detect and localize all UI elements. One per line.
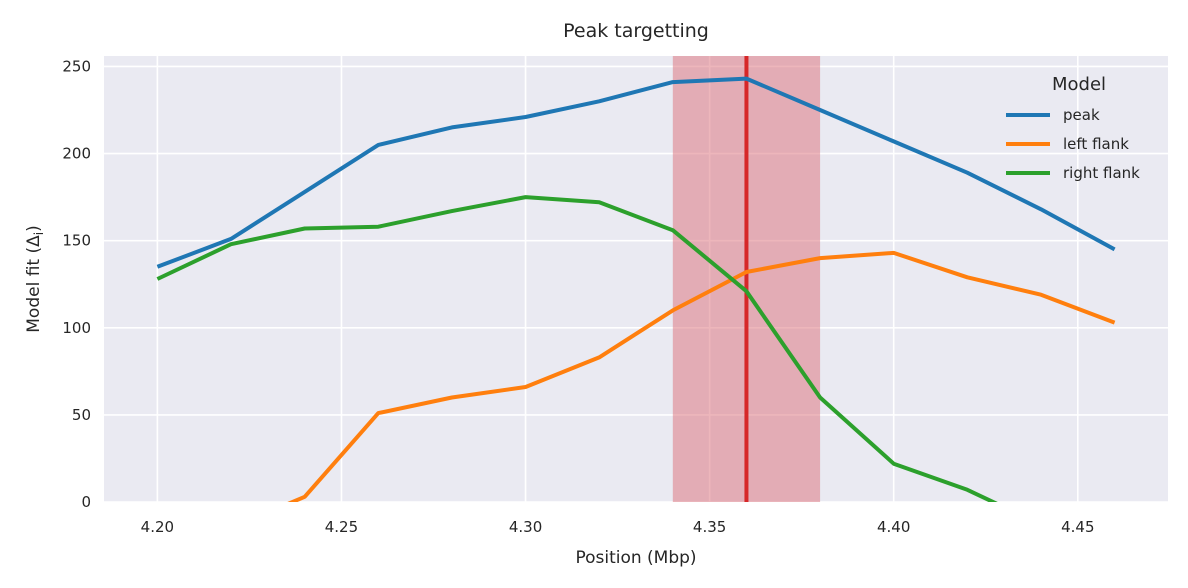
y-tick-label: 200	[62, 145, 91, 163]
y-axis-label-close: )	[24, 225, 44, 232]
annotations	[672, 56, 821, 502]
y-tick-label: 250	[62, 57, 91, 75]
legend-label: right flank	[1063, 164, 1140, 182]
x-tick-label: 4.35	[693, 518, 726, 536]
x-tick-label: 4.45	[1061, 518, 1094, 536]
legend-title: Model	[1052, 74, 1106, 95]
y-tick-label: 150	[62, 232, 91, 250]
series-line-peak	[156, 76, 1116, 269]
x-tick-label: 4.20	[141, 518, 174, 536]
x-axis-label: Position (Mbp)	[575, 548, 696, 568]
plot-background	[104, 56, 1168, 502]
legend-label: peak	[1063, 106, 1100, 124]
chart-title: Peak targetting	[563, 20, 709, 42]
legend: Model peak left flank right flank	[1006, 74, 1140, 182]
y-axis-label: Model fit (Δi)	[24, 225, 46, 332]
y-tick-labels: 0 50 100 150 200 250	[62, 57, 91, 511]
x-tick-labels: 4.20 4.25 4.30 4.35 4.40 4.45	[141, 518, 1095, 536]
y-axis-label-main: Model fit (Δ	[24, 235, 44, 333]
legend-label: left flank	[1063, 135, 1129, 153]
y-tick-label: 0	[81, 493, 91, 511]
y-tick-label: 100	[62, 319, 91, 337]
series-lines	[156, 76, 1116, 502]
y-axis-label-subscript: i	[32, 232, 46, 235]
series-line-left-flank	[287, 250, 1116, 502]
series-line-right-flank	[156, 195, 998, 502]
y-tick-label: 50	[72, 406, 91, 424]
x-tick-label: 4.30	[509, 518, 542, 536]
x-tick-label: 4.25	[325, 518, 358, 536]
x-tick-label: 4.40	[877, 518, 910, 536]
grid	[104, 56, 1168, 503]
